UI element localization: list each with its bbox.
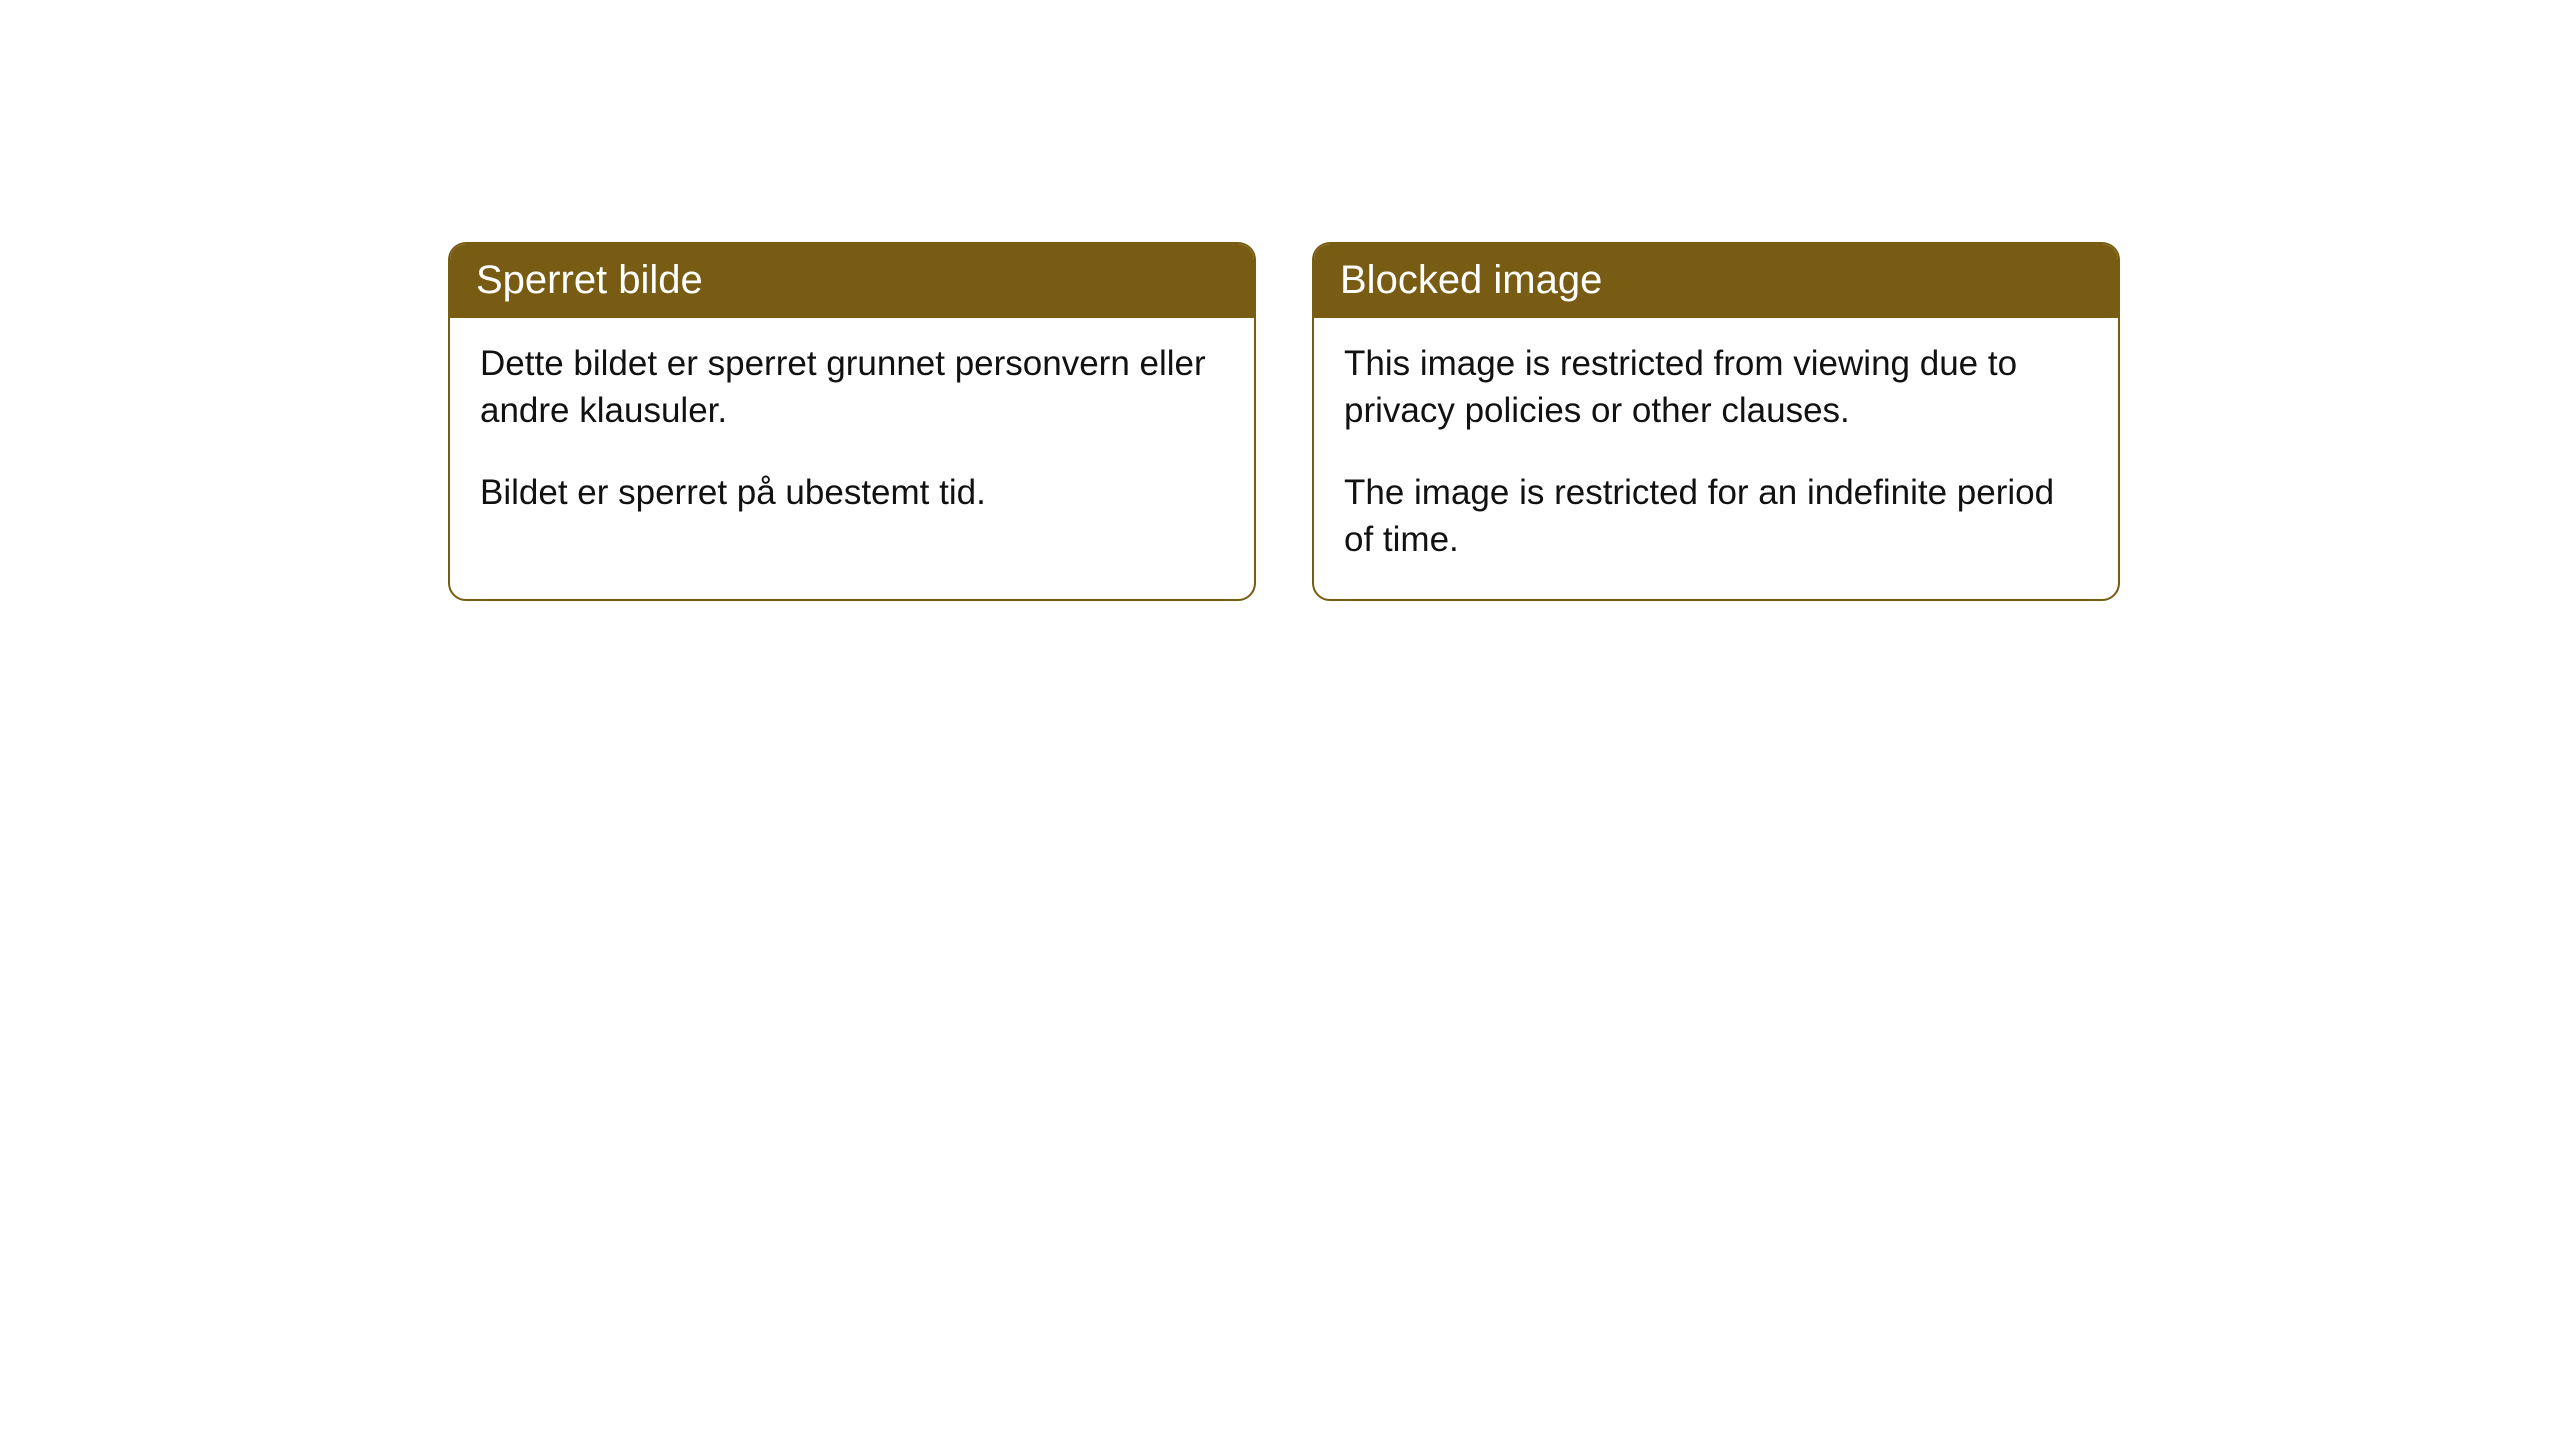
card-header-en: Blocked image [1314, 244, 2118, 318]
card-body-en: This image is restricted from viewing du… [1314, 318, 2118, 599]
card-paragraph: Bildet er sperret på ubestemt tid. [480, 469, 1224, 516]
card-paragraph: The image is restricted for an indefinit… [1344, 469, 2088, 564]
card-header-no: Sperret bilde [450, 244, 1254, 318]
card-paragraph: This image is restricted from viewing du… [1344, 340, 2088, 435]
blocked-image-card-no: Sperret bilde Dette bildet er sperret gr… [448, 242, 1256, 601]
notice-container: Sperret bilde Dette bildet er sperret gr… [0, 0, 2560, 601]
card-body-no: Dette bildet er sperret grunnet personve… [450, 318, 1254, 552]
blocked-image-card-en: Blocked image This image is restricted f… [1312, 242, 2120, 601]
card-paragraph: Dette bildet er sperret grunnet personve… [480, 340, 1224, 435]
